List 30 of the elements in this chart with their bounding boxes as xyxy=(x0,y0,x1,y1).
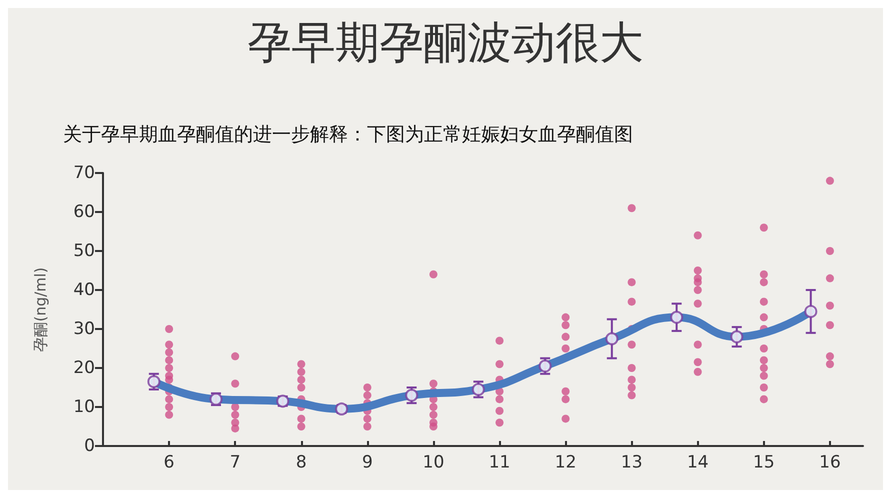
y-tick-label: 20 xyxy=(73,358,95,378)
x-tick-label: 9 xyxy=(362,452,373,472)
y-tick-label: 0 xyxy=(84,436,95,456)
y-tick-label: 30 xyxy=(73,319,95,339)
x-tick-label: 14 xyxy=(686,452,709,472)
chart-subtitle: 关于孕早期血孕酮值的进一步解释：下图为正常妊娠妇女血孕酮值图 xyxy=(63,124,633,146)
y-tick-label: 40 xyxy=(73,280,95,300)
x-tick-label: 12 xyxy=(554,452,576,472)
point xyxy=(147,375,160,388)
point xyxy=(670,310,684,324)
x-tick-label: 7 xyxy=(230,452,241,472)
y-tick-label: 10 xyxy=(73,397,95,417)
y-tick-label: 50 xyxy=(73,241,95,261)
x-tick-label: 10 xyxy=(422,452,444,472)
chart-title: 孕早期孕酮波动很大 xyxy=(248,18,644,68)
x-tick-label: 13 xyxy=(620,452,643,472)
point xyxy=(804,304,818,318)
x-tick-label: 16 xyxy=(819,452,841,472)
point xyxy=(538,360,552,373)
x-tick-label: 15 xyxy=(753,452,775,472)
y-tick-label: 60 xyxy=(73,202,95,222)
x-tick-label: 8 xyxy=(296,452,307,472)
point xyxy=(472,382,485,396)
point xyxy=(405,388,418,402)
point xyxy=(730,330,744,344)
x-tick-label: 11 xyxy=(488,452,510,472)
y-tick-label: 70 xyxy=(73,163,95,183)
y-axis-title: 孕酮(ng/ml) xyxy=(32,267,50,352)
x-tick-label: 6 xyxy=(164,452,174,472)
point xyxy=(605,332,618,346)
